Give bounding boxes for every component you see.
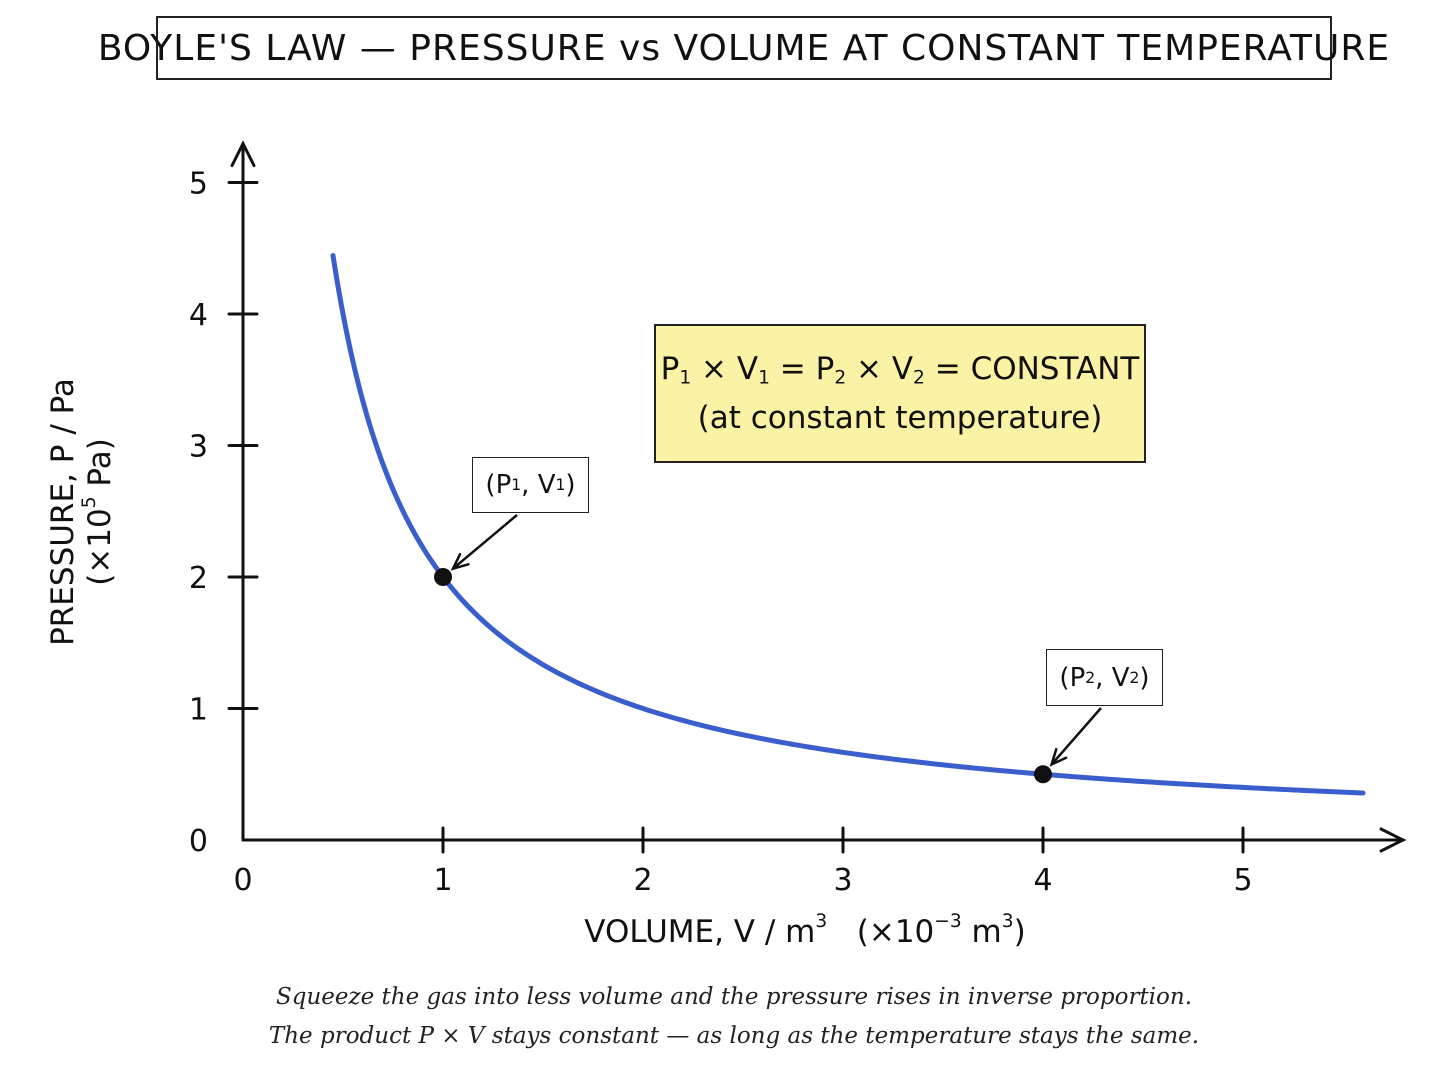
x-tick-label: 5 (1233, 863, 1252, 898)
caption-line-2: The product P × V stays constant — as lo… (268, 1023, 1200, 1049)
ticks: 0 1 2 3 4 5 0 1 2 3 4 5 (189, 167, 1253, 899)
formula-box: P1 × V1 = P2 × V2 = CONSTANT (at constan… (654, 324, 1146, 463)
chart-title: BOYLE'S LAW — PRESSURE vs VOLUME AT CONS… (98, 16, 1389, 80)
x-tick-label: 1 (433, 863, 452, 898)
x-tick-label: 2 (633, 863, 652, 898)
caption-line-1: Squeeze the gas into less volume and the… (275, 983, 1193, 1010)
caption: Squeeze the gas into less volume and the… (269, 978, 1199, 1056)
y-tick-label: 5 (189, 167, 208, 202)
y-axis-arrowhead (230, 140, 256, 168)
data-points (434, 568, 1052, 784)
pointer-arrows (450, 514, 1102, 767)
formula-condition: (at constant temperature) (697, 399, 1103, 436)
pointer-arrow-head-2 (1049, 747, 1068, 767)
x-tick-label: 3 (833, 863, 852, 898)
formula-equation: P1 × V1 = P2 × V2 = CONSTANT (660, 351, 1140, 390)
data-point-1 (434, 568, 452, 586)
x-tick-label: 0 (233, 863, 252, 898)
y-tick-label: 2 (189, 561, 208, 596)
point-label-p1-v1: (P 1, V 1) (472, 457, 589, 513)
y-tick-label: 1 (189, 693, 208, 728)
pointer-arrow-line-1 (452, 514, 518, 570)
x-tick-label: 4 (1033, 863, 1052, 898)
axes (230, 140, 1407, 853)
pointer-arrow-line-2 (1050, 707, 1102, 766)
y-axis-title: PRESSURE, P / Pa (×105 Pa) (44, 378, 118, 646)
data-point-2 (1034, 765, 1052, 784)
y-tick-label: 4 (189, 298, 208, 333)
pointer-arrow-head-1 (450, 553, 470, 571)
x-axis-title: VOLUME, V / m3 (×10−3 m3) (584, 911, 1026, 950)
y-tick-label: 3 (189, 430, 208, 465)
y-tick-label: 0 (189, 824, 208, 859)
point-label-p2-v2: (P 2, V 2) (1046, 649, 1163, 706)
pressure-volume-curve (330, 253, 1366, 796)
x-axis-arrowhead (1379, 827, 1407, 853)
